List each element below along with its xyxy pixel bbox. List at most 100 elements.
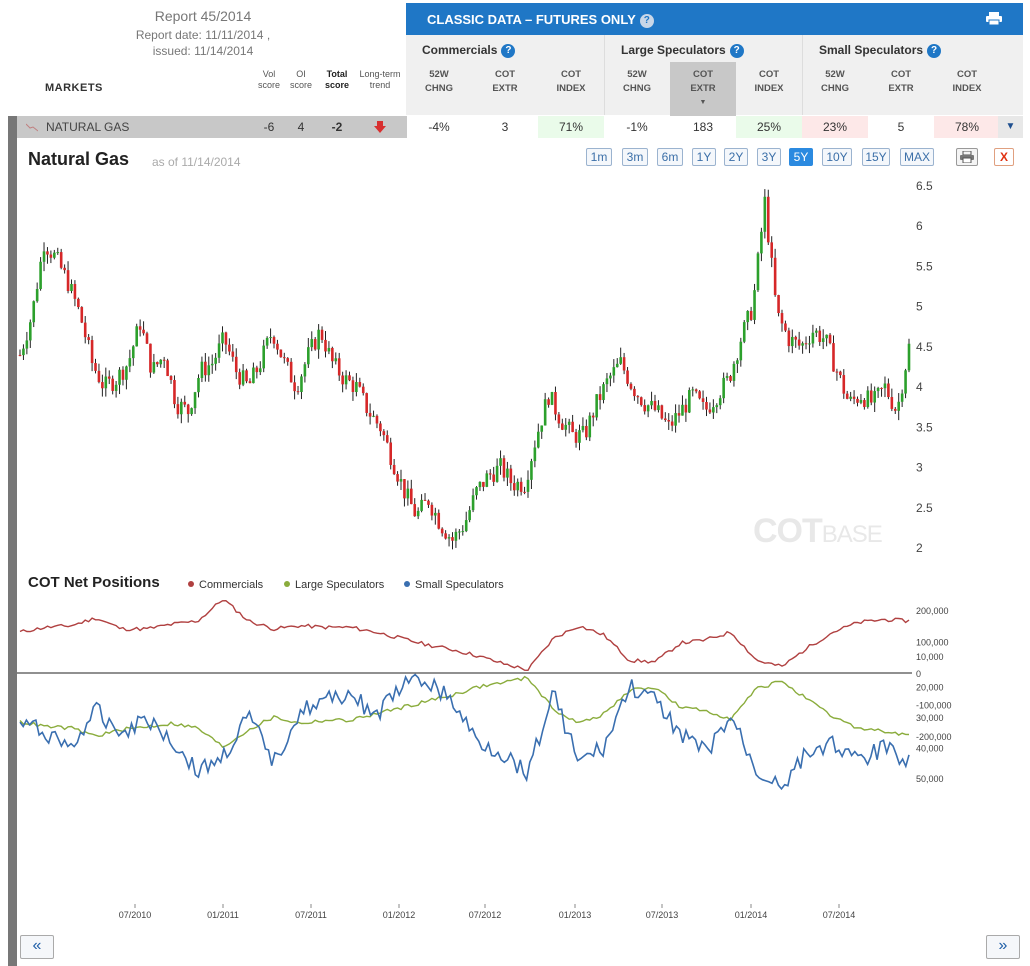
cot-y-tick: 200,000 xyxy=(916,606,949,616)
candle-body xyxy=(530,461,533,480)
candle-body xyxy=(320,329,324,340)
large-speculators-cot-index-header[interactable]: COT INDEX xyxy=(754,69,784,94)
small-speculators-cot-index-header[interactable]: COT INDEX xyxy=(952,69,982,94)
candle-body xyxy=(406,488,410,499)
candle-body xyxy=(87,337,90,341)
commercials-cot-extr-header[interactable]: COT EXTR xyxy=(492,69,518,94)
range-button-6m[interactable]: 6m xyxy=(657,148,683,166)
small-speculators-cot-extr-header[interactable]: COT EXTR xyxy=(888,69,914,94)
candle-body xyxy=(348,375,351,381)
candle-body xyxy=(866,390,870,407)
x-tick-label: 01/2013 xyxy=(559,910,592,918)
candle-body xyxy=(863,400,866,407)
oi-score-header[interactable]: OI score xyxy=(289,69,312,90)
candle-body xyxy=(39,261,42,290)
candle-body xyxy=(303,364,307,377)
candle-body xyxy=(468,510,471,521)
vol-score-header[interactable]: Vol score xyxy=(257,69,280,90)
candle-body xyxy=(578,430,581,443)
candle-body xyxy=(180,401,183,415)
commercials-cot-index-header[interactable]: COT INDEX xyxy=(556,69,586,94)
candle-body xyxy=(660,405,664,419)
legend-large-speculators[interactable]: Large Speculators xyxy=(284,579,384,591)
candle-body xyxy=(492,474,495,482)
candle-body xyxy=(197,377,200,393)
candle-body xyxy=(416,510,420,517)
candle-body xyxy=(708,409,712,413)
candle-body xyxy=(389,442,393,465)
market-row[interactable] xyxy=(17,116,407,138)
price-y-tick: 2 xyxy=(916,541,923,555)
total-score-header[interactable]: Total score xyxy=(324,69,350,90)
candle-body xyxy=(602,384,605,401)
range-button-max[interactable]: MAX xyxy=(900,148,934,166)
candle-body xyxy=(653,400,657,411)
series-line-small-speculators xyxy=(19,673,910,791)
candle-body xyxy=(839,371,842,376)
candle-body xyxy=(643,405,647,412)
candle-body xyxy=(399,479,403,482)
candle-body xyxy=(77,298,80,308)
trend-header[interactable]: Long-term trend xyxy=(359,69,401,90)
candle-body xyxy=(591,415,595,418)
candle-body xyxy=(245,370,248,382)
small-speculators-cot-extr-value: 5 xyxy=(897,120,905,134)
candle-body xyxy=(845,393,849,399)
candle-body xyxy=(523,491,526,493)
next-button[interactable]: » xyxy=(986,935,1020,959)
candle-body xyxy=(667,419,671,422)
help-icon[interactable]: ? xyxy=(639,14,654,28)
price-y-tick: 5 xyxy=(916,300,923,314)
close-chart-button[interactable]: X xyxy=(994,148,1014,166)
range-button-10y[interactable]: 10Y xyxy=(822,148,852,166)
classic-data-title: CLASSIC DATA – FUTURES ONLY xyxy=(427,12,636,27)
range-button-3y[interactable]: 3Y xyxy=(757,148,781,166)
candle-body xyxy=(169,376,173,381)
candle-body xyxy=(897,401,901,411)
x-tick-label: 07/2014 xyxy=(823,910,856,918)
candle-body xyxy=(698,391,701,399)
legend-commercials[interactable]: Commercials xyxy=(188,579,263,591)
expand-button[interactable]: ▼ xyxy=(998,116,1023,138)
help-icon[interactable]: ? xyxy=(927,44,942,58)
help-icon[interactable]: ? xyxy=(501,44,516,58)
report-date: Report date: 11/11/2014 , xyxy=(135,28,271,42)
candle-body xyxy=(279,349,283,358)
candle-body xyxy=(691,389,695,391)
candle-body xyxy=(282,357,286,359)
candle-body xyxy=(152,362,156,373)
candle-body xyxy=(485,473,489,487)
range-button-5y[interactable]: 5Y xyxy=(789,148,813,166)
candle-body xyxy=(118,369,121,385)
range-button-1y[interactable]: 1Y xyxy=(692,148,716,166)
market-name[interactable]: NATURAL GAS xyxy=(46,120,130,134)
candle-body xyxy=(176,404,180,415)
candle-body xyxy=(200,361,204,378)
prev-button[interactable]: « xyxy=(20,935,54,959)
x-tick-label: 07/2013 xyxy=(646,910,679,918)
legend-small-speculators[interactable]: Small Speculators xyxy=(404,579,504,591)
candle-body xyxy=(670,421,674,426)
candle-body xyxy=(742,322,746,342)
candle-body xyxy=(598,394,602,401)
small-speculators-52w-chng-header[interactable]: 52W CHNG xyxy=(821,69,849,94)
print-chart-button[interactable] xyxy=(956,148,978,166)
candle-body xyxy=(681,404,684,416)
range-button-15y[interactable]: 15Y xyxy=(862,148,890,166)
candle-body xyxy=(186,404,190,415)
large-speculators-52w-chng-header[interactable]: 52W CHNG xyxy=(623,69,651,94)
large-speculators-cot-extr-header[interactable]: COT EXTR ▼ xyxy=(670,68,736,110)
range-button-2y[interactable]: 2Y xyxy=(724,148,748,166)
candle-body xyxy=(214,357,217,364)
commercials-52w-chng-header[interactable]: 52W CHNG xyxy=(425,69,453,94)
commercials-cot-extr-value: 3 xyxy=(501,120,509,134)
candle-body xyxy=(567,421,571,425)
print-icon[interactable] xyxy=(986,12,1002,25)
candle-body xyxy=(509,468,513,484)
candle-body xyxy=(536,431,540,448)
candle-body xyxy=(561,423,564,430)
candle-body xyxy=(554,392,557,415)
help-icon[interactable]: ? xyxy=(729,44,744,58)
range-button-3m[interactable]: 3m xyxy=(622,148,648,166)
range-button-1m[interactable]: 1m xyxy=(586,148,612,166)
